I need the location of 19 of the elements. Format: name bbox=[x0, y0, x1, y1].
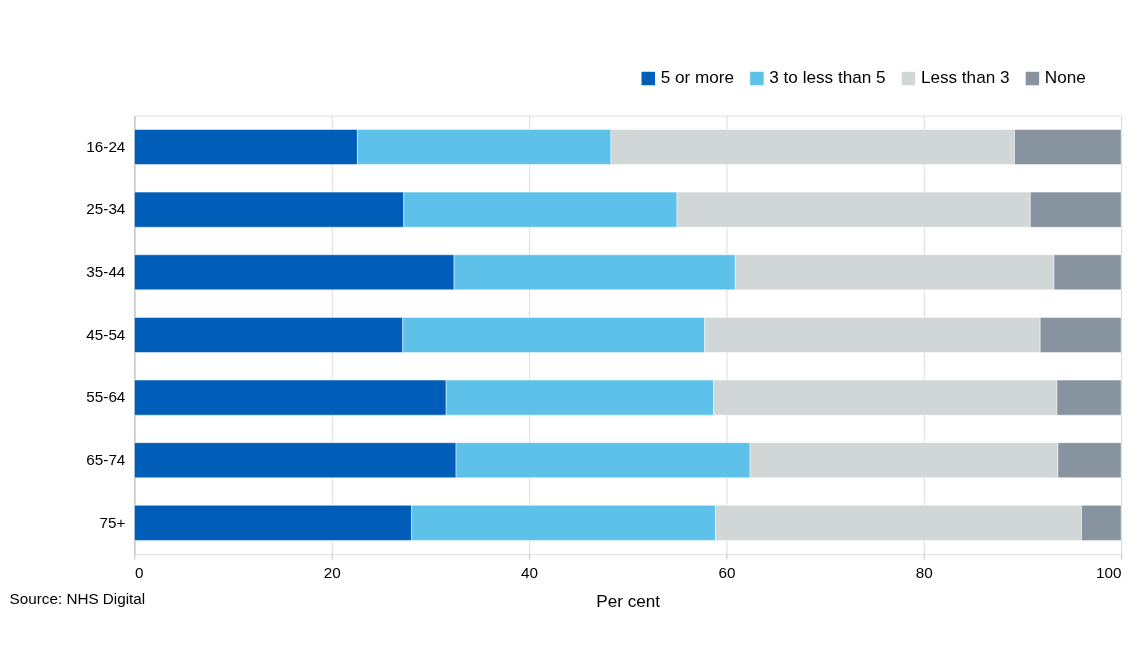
y-tick-label: 75+ bbox=[99, 513, 126, 531]
legend-label: 5 or more bbox=[660, 67, 734, 88]
source-note: Source: NHS Digital bbox=[9, 589, 146, 607]
y-tick-label: 16-24 bbox=[86, 137, 126, 155]
y-tick-label: 35-44 bbox=[86, 263, 126, 281]
y-tick-label: 65-74 bbox=[86, 451, 126, 469]
x-tick-label: 20 bbox=[323, 563, 341, 581]
x-tick-label: 80 bbox=[915, 563, 933, 581]
legend-label: None bbox=[1044, 67, 1086, 88]
x-tick-label: 60 bbox=[718, 563, 736, 581]
y-tick-label: 45-54 bbox=[86, 325, 126, 343]
y-tick-label: 55-64 bbox=[86, 388, 126, 406]
x-tick-label: 100 bbox=[1096, 563, 1122, 581]
legend-label: Less than 3 bbox=[920, 67, 1010, 88]
x-tick-label: 0 bbox=[134, 563, 144, 581]
x-tick-label: 40 bbox=[521, 563, 539, 581]
legend-label: 3 to less than 5 bbox=[769, 67, 886, 88]
x-axis-title: Per cent bbox=[596, 591, 661, 612]
y-tick-label: 25-34 bbox=[86, 200, 126, 218]
